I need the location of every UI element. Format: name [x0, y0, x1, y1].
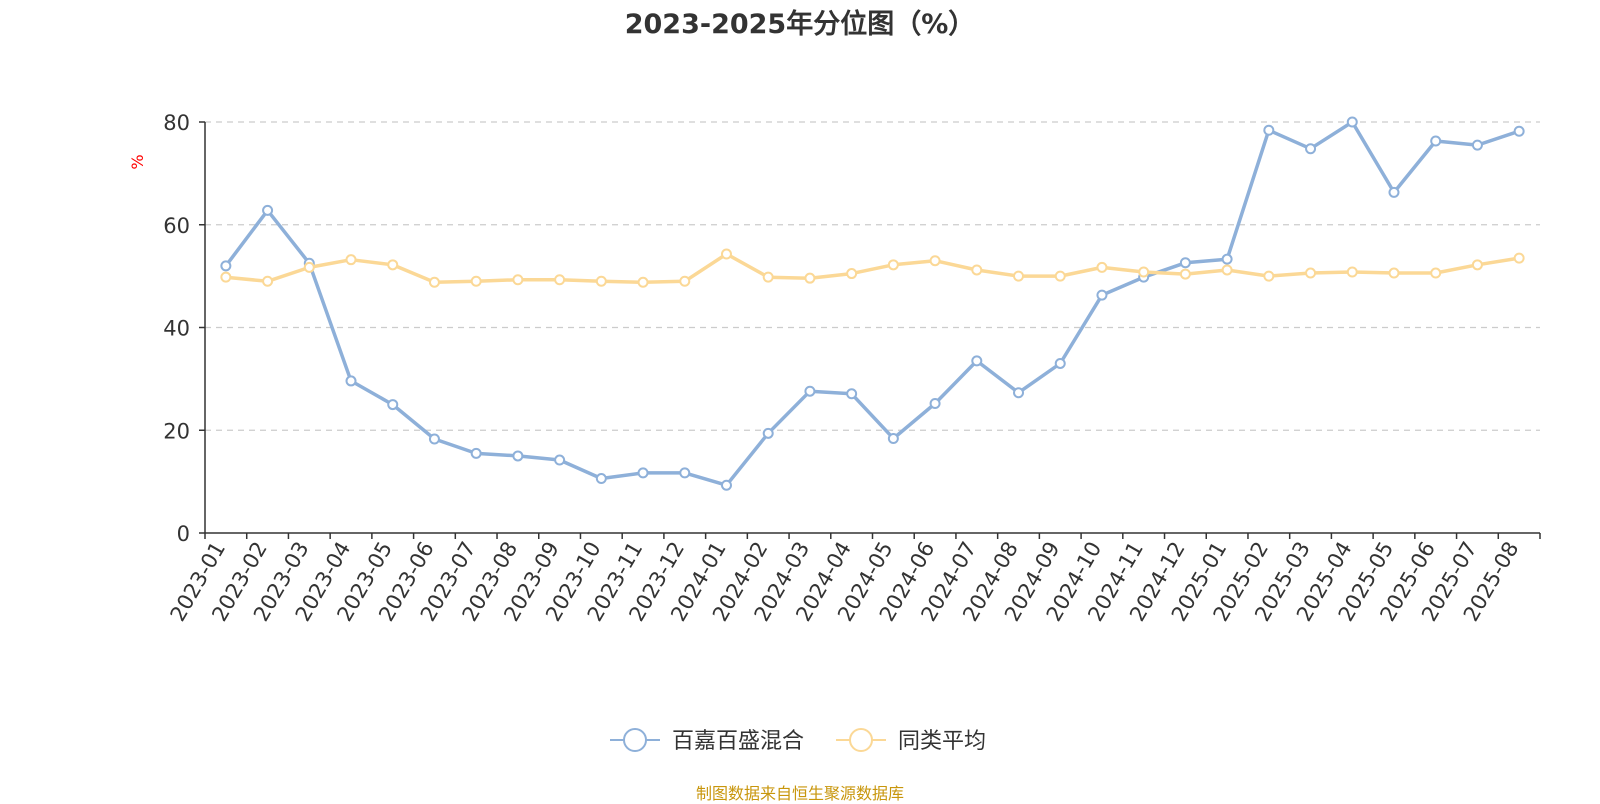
data-point [345, 375, 357, 387]
data-point [887, 432, 899, 444]
data-point [1179, 268, 1191, 280]
line-chart: 0 20 40 60 80 2023-012023-022023-032023-0420… [128, 111, 1541, 754]
data-point [1221, 264, 1233, 276]
data-point [428, 433, 440, 445]
legend: 百嘉百盛混合 同类平均 [610, 728, 986, 754]
series-line [225, 252, 1520, 285]
data-point [762, 427, 774, 439]
data-point [1305, 143, 1317, 155]
y-tick-label: 40 [163, 317, 190, 341]
legend-marker [849, 728, 873, 752]
data-point [1471, 139, 1483, 151]
y-tick-label: 0 [177, 522, 190, 546]
series-lines [220, 116, 1525, 491]
data-point [387, 259, 399, 271]
data-point [846, 268, 858, 280]
data-point [1054, 270, 1066, 282]
data-source-note: 制图数据来自恒生聚源数据库 [695, 784, 904, 803]
data-point [1054, 357, 1066, 369]
data-point [220, 271, 232, 283]
data-point [679, 275, 691, 287]
data-point [1430, 267, 1442, 279]
data-point [595, 275, 607, 287]
data-point [1513, 252, 1525, 264]
data-point [720, 248, 732, 260]
data-point [554, 454, 566, 466]
series-line [224, 120, 1520, 487]
data-point [262, 204, 274, 216]
legend-item[interactable]: 同类平均 [836, 728, 986, 754]
data-point [762, 271, 774, 283]
data-point [1430, 135, 1442, 147]
data-point [1305, 267, 1317, 279]
y-axis-label: % [128, 154, 147, 169]
data-point [1096, 261, 1108, 273]
data-point [1471, 259, 1483, 271]
legend-label: 百嘉百盛混合 [672, 729, 804, 754]
data-point [512, 450, 524, 462]
data-point [470, 447, 482, 459]
data-point [929, 398, 941, 410]
legend-marker [623, 728, 647, 752]
grid-lines [205, 121, 1540, 431]
axes [199, 121, 1541, 539]
legend-label: 同类平均 [898, 729, 986, 754]
data-point [554, 274, 566, 286]
data-point [1513, 125, 1525, 137]
x-tick-labels: 2023-012023-022023-032023-042023-052023-… [166, 538, 1524, 626]
data-point [345, 254, 357, 266]
data-point [1013, 387, 1025, 399]
data-point [1346, 266, 1358, 278]
data-point [1263, 270, 1275, 282]
data-point [971, 355, 983, 367]
data-point [1388, 267, 1400, 279]
data-point [428, 276, 440, 288]
data-point [1096, 289, 1108, 301]
data-point [1179, 257, 1191, 269]
data-point [512, 274, 524, 286]
data-point [303, 261, 315, 273]
data-point [595, 473, 607, 485]
data-point [1013, 270, 1025, 282]
y-tick-labels: 0 20 40 60 80 [163, 111, 190, 546]
data-point [887, 259, 899, 271]
data-point [804, 272, 816, 284]
data-point [929, 255, 941, 267]
data-point [679, 467, 691, 479]
data-point [1346, 116, 1358, 128]
legend-item[interactable]: 百嘉百盛混合 [610, 728, 804, 754]
data-point [1221, 253, 1233, 265]
data-point [387, 399, 399, 411]
data-point [262, 275, 274, 287]
chart-title: 2023-2025年分位图（%） [624, 9, 976, 40]
data-point [846, 388, 858, 400]
y-tick-label: 80 [163, 111, 190, 135]
data-point [720, 479, 732, 491]
data-point [637, 467, 649, 479]
y-tick-label: 60 [163, 214, 190, 238]
data-point [1263, 124, 1275, 136]
data-point [220, 260, 232, 272]
data-point [804, 385, 816, 397]
data-point [637, 276, 649, 288]
data-point [470, 275, 482, 287]
data-point [1388, 186, 1400, 198]
y-tick-label: 20 [163, 419, 190, 443]
data-point [971, 264, 983, 276]
data-point [1138, 266, 1150, 278]
